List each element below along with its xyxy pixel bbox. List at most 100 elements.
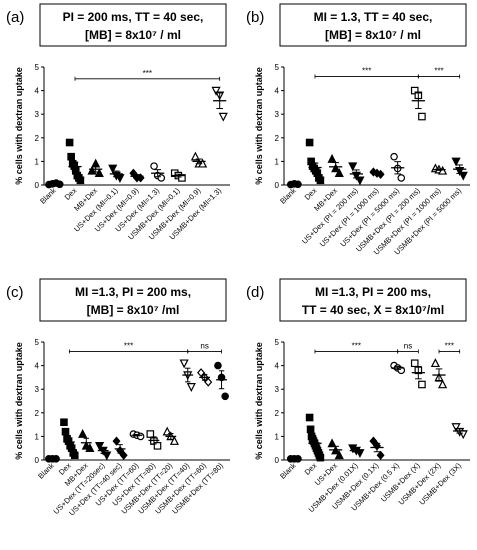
point <box>316 176 325 185</box>
chart-title: TT = 40 sec, X = 8x10⁷/ml <box>302 303 444 317</box>
chart-title: [MB] = 8x10⁷ / ml <box>325 28 421 42</box>
point <box>451 423 461 433</box>
y-tick-label: 0 <box>275 181 280 190</box>
significance-label: *** <box>124 341 133 350</box>
significance-label: *** <box>434 66 443 75</box>
point <box>108 164 118 174</box>
x-tick-label: Dex <box>303 186 319 202</box>
point <box>390 152 398 161</box>
significance-label: *** <box>445 341 454 350</box>
point <box>119 450 128 460</box>
y-tick-label: 3 <box>275 385 280 394</box>
y-tick-label: 2 <box>35 134 40 143</box>
point <box>316 453 325 462</box>
chart-title: MI = 1.3, TT = 40 sec, <box>314 10 433 24</box>
point <box>179 359 189 369</box>
y-tick-label: 5 <box>275 63 280 72</box>
y-tick-label: 2 <box>275 409 280 418</box>
point <box>334 168 344 177</box>
y-tick-label: 0 <box>275 456 280 465</box>
significance-label: *** <box>352 341 361 350</box>
chart-title: PI = 200 ms, TT = 40 sec, <box>63 10 204 24</box>
point <box>327 153 337 163</box>
significance-label: *** <box>362 66 371 75</box>
point <box>70 451 79 460</box>
point <box>334 450 344 460</box>
y-tick-label: 1 <box>275 432 280 441</box>
y-tick-label: 1 <box>275 157 280 166</box>
title-box <box>279 278 467 322</box>
y-axis-label: % cells with dextran uptake <box>14 342 24 460</box>
significance-label: ns <box>200 341 208 350</box>
point <box>418 380 426 389</box>
point <box>190 151 200 161</box>
x-tick-label: Blank <box>278 186 298 206</box>
y-tick-label: 3 <box>275 110 280 119</box>
y-tick-label: 1 <box>35 157 40 166</box>
title-box <box>279 3 467 47</box>
point <box>67 152 75 161</box>
point <box>76 176 85 185</box>
point <box>451 157 461 167</box>
point <box>410 359 419 368</box>
point <box>94 168 104 177</box>
panel-label: (b) <box>246 9 264 26</box>
point <box>348 162 358 172</box>
point <box>61 427 70 436</box>
point <box>169 436 180 445</box>
chart-title: [MB] = 8x10⁷ /ml <box>87 303 180 317</box>
point <box>178 174 186 182</box>
point <box>218 112 228 122</box>
y-tick-label: 0 <box>35 456 40 465</box>
point <box>157 174 166 182</box>
point <box>112 436 121 446</box>
y-axis-label: % cells with dextran uptake <box>254 67 264 185</box>
point <box>78 428 88 438</box>
y-tick-label: 4 <box>275 87 280 96</box>
y-tick-label: 1 <box>35 432 40 441</box>
panel-label: (d) <box>246 284 264 301</box>
point <box>306 425 315 434</box>
point <box>355 176 365 186</box>
point <box>397 366 406 375</box>
point <box>438 379 448 389</box>
y-tick-label: 4 <box>35 362 40 371</box>
point <box>458 171 468 181</box>
significance-label: *** <box>143 69 152 78</box>
chart-title: MI =1.3, PI = 200 ms, <box>75 285 191 299</box>
point <box>397 174 406 182</box>
point <box>87 165 97 175</box>
y-axis-label: % cells with dextran uptake <box>254 342 264 460</box>
y-tick-label: 5 <box>35 63 40 72</box>
point <box>211 86 221 96</box>
point <box>430 358 440 368</box>
y-tick-label: 5 <box>35 338 40 347</box>
point <box>418 112 426 121</box>
x-tick-label: Blank <box>36 461 56 481</box>
point <box>221 392 229 401</box>
point <box>305 138 314 147</box>
point <box>94 442 105 451</box>
y-tick-label: 3 <box>35 385 40 394</box>
point <box>60 418 68 427</box>
y-tick-label: 2 <box>35 409 40 418</box>
point <box>146 430 155 438</box>
x-tick-label: Blank <box>278 461 298 481</box>
point <box>150 162 158 170</box>
title-box <box>39 3 227 47</box>
chart-title: MI =1.3, PI = 200 ms, <box>315 285 431 299</box>
title-box <box>39 278 227 322</box>
x-tick-label: Blank <box>38 186 58 206</box>
y-tick-label: 3 <box>35 110 40 119</box>
point <box>65 138 74 147</box>
chart-title: [MB] = 8x10⁷ / ml <box>85 28 181 42</box>
point <box>355 449 365 459</box>
y-tick-label: 4 <box>35 87 40 96</box>
point <box>153 442 162 450</box>
y-tick-label: 0 <box>35 181 40 190</box>
y-tick-label: 5 <box>275 338 280 347</box>
panel-label: (c) <box>6 284 24 301</box>
significance-label: ns <box>404 341 412 350</box>
point <box>85 443 95 452</box>
point <box>186 383 196 392</box>
